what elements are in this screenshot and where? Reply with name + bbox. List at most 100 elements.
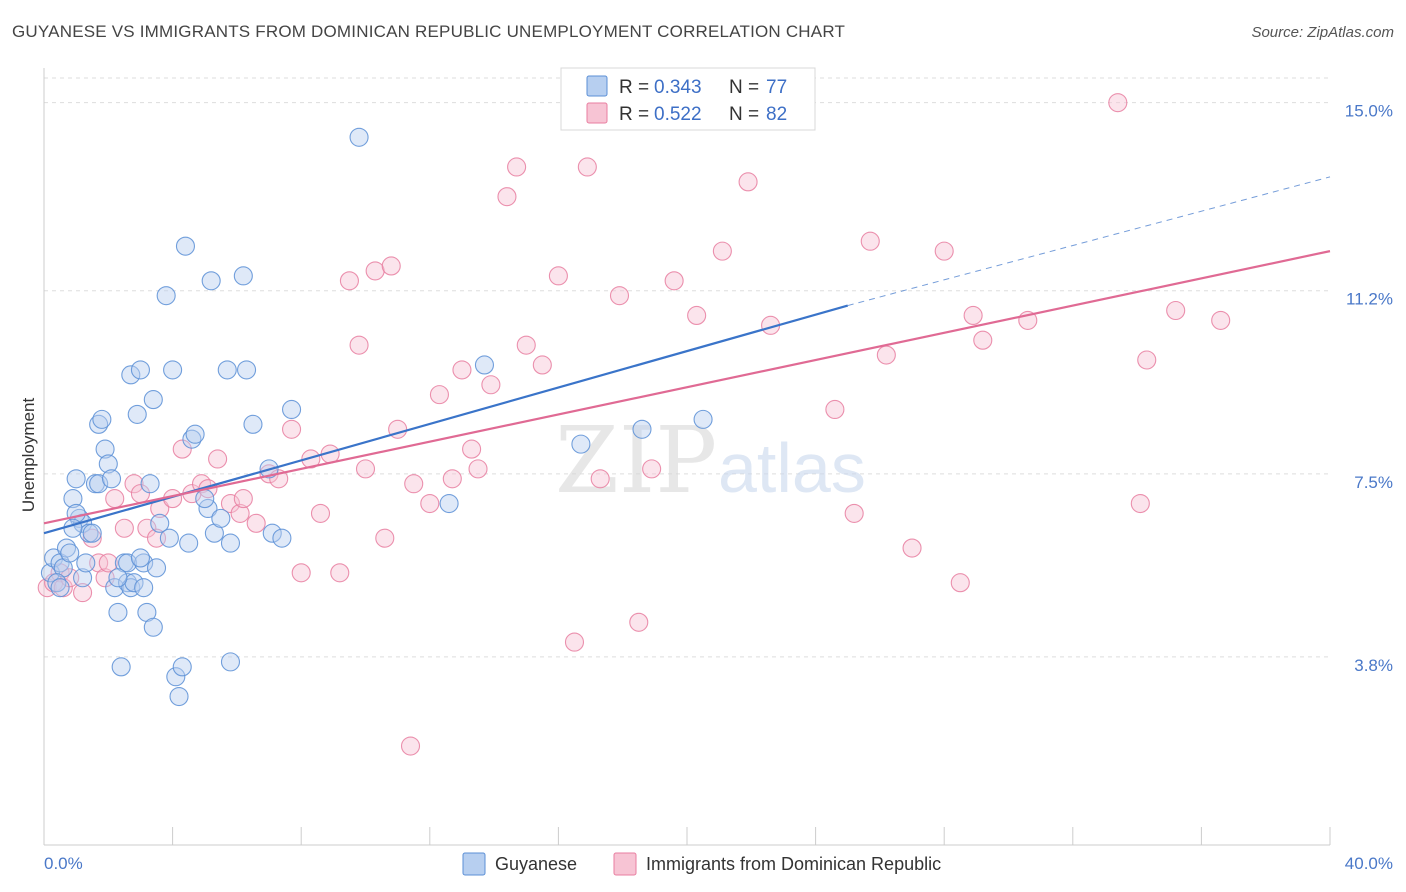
y-tick-label: 15.0% [1345, 102, 1393, 121]
dominican-point [301, 449, 321, 469]
guyanese-point [130, 548, 150, 568]
dominican-point [114, 518, 134, 538]
dominican-point [420, 493, 440, 514]
dominican-point [381, 256, 401, 276]
zipatlas-watermark: ZIP atlas [555, 407, 866, 514]
guyanese-point [150, 513, 170, 533]
guyanese-point [185, 424, 205, 444]
trend-lines [43, 176, 1331, 535]
guyanese-point [571, 434, 591, 454]
dominican-point [230, 503, 250, 523]
dominican-point [825, 399, 845, 420]
legend-n-value-guyanese: 77 [766, 77, 787, 98]
guyanese-point [143, 390, 163, 410]
guyanese-point [179, 533, 199, 553]
guyanese-point [693, 409, 713, 429]
guyanese-point [220, 533, 241, 553]
dominican-point [233, 489, 253, 509]
dominican-point [291, 563, 311, 583]
guyanese-point [118, 553, 138, 573]
guyanese-point [175, 236, 196, 256]
dominican-point [712, 241, 732, 261]
guyanese-point [163, 360, 183, 380]
guyanese-point [169, 686, 189, 707]
guyanese-point [76, 553, 96, 573]
guyanese-point [40, 563, 60, 583]
bottom-legend-swatch-guyanese [462, 852, 486, 876]
guyanese-point [262, 523, 282, 543]
bottom-legend-label-dominican: Immigrants from Dominican Republic [646, 854, 941, 874]
guyanese-point [134, 578, 154, 598]
guyanese-point [243, 414, 263, 434]
y-tick-label: 11.2% [1346, 290, 1393, 309]
dominican-point [973, 330, 993, 350]
y-axis-label: Unemployment [19, 398, 38, 513]
guyanese-point [156, 286, 176, 306]
guyanese-point [172, 657, 192, 677]
guyanese-point [349, 127, 369, 147]
dominican-point [339, 271, 359, 291]
dominican-point [208, 449, 228, 469]
guyanese-point [217, 360, 237, 380]
guyanese-point [140, 474, 160, 494]
guyanese-point [92, 409, 112, 429]
dominican-point [468, 459, 488, 479]
stats-legend: R = 0.343 N = 77 R = 0.522 N = 82 [560, 67, 816, 131]
axes [43, 68, 1331, 846]
legend-r-label-guyanese: R = [619, 77, 649, 98]
guyanese-trend-extension [847, 176, 1331, 307]
dominican-point [400, 736, 421, 756]
dominican-point [532, 355, 552, 375]
y-tick-label: 3.8% [1354, 656, 1393, 675]
guyanese-point [63, 518, 83, 538]
dominican-point [1211, 310, 1231, 330]
guyanese-point [272, 528, 292, 548]
grid-lines [44, 77, 1330, 658]
legend-n-label-dominican: N = [729, 104, 759, 125]
x-tick-label-max: 40.0% [1345, 854, 1393, 873]
dominican-point [516, 335, 536, 355]
dominican-point [330, 563, 350, 583]
dominican-point [1166, 300, 1186, 321]
dominican-point [1108, 93, 1128, 113]
legend-swatch-dominican [586, 102, 608, 124]
dominican-point [548, 266, 568, 286]
guyanese-point [211, 508, 231, 528]
dominican-point [98, 553, 118, 573]
dominican-point [404, 474, 424, 494]
guyanese-point [108, 568, 128, 588]
dominican-point [1137, 350, 1157, 370]
dominican-point [375, 528, 395, 548]
dominican-point [105, 489, 125, 509]
dominican-point [564, 632, 585, 652]
dominican-trend-line [43, 250, 1331, 525]
dominican-point [507, 157, 527, 177]
guyanese-point [82, 523, 102, 543]
bottom-legend-swatch-dominican [613, 852, 637, 876]
guyanese-point [159, 528, 179, 548]
guyanese-point [95, 439, 115, 459]
dominican-point [462, 439, 482, 459]
dominican-point [738, 172, 758, 192]
guyanese-point [108, 602, 128, 622]
dominican-point [609, 286, 630, 306]
guyanese-point [127, 404, 147, 424]
dominican-point [220, 493, 241, 514]
guyanese-point [236, 360, 257, 380]
tick-labels: 3.8% 7.5% 11.2% 15.0% 0.0% 40.0% [44, 102, 1393, 873]
legend-r-value-dominican: 0.522 [654, 104, 702, 125]
guyanese-point [73, 568, 93, 588]
guyanese-point [474, 355, 495, 375]
guyanese-point [101, 469, 122, 489]
dominican-point [452, 360, 472, 380]
legend-n-value-dominican: 82 [766, 104, 787, 125]
guyanese-point [63, 489, 83, 509]
dominican-point [442, 469, 462, 489]
dominican-point [172, 439, 192, 459]
guyanese-point [98, 454, 118, 474]
guyanese-point [50, 578, 70, 598]
dominican-point [310, 503, 331, 523]
guyanese-point [233, 266, 253, 286]
dominican-point [365, 261, 385, 281]
